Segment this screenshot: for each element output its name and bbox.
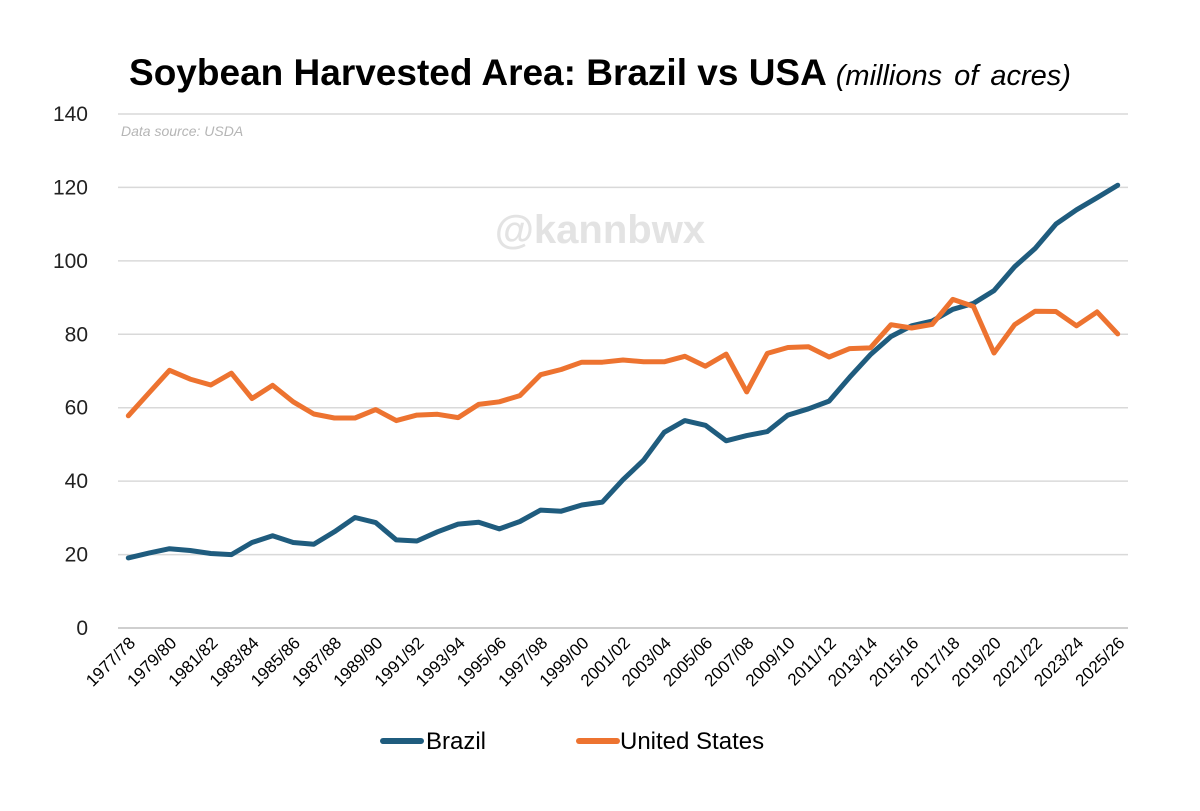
- series-line-brazil: [125, 182, 1121, 561]
- legend-label-united-states: United States: [620, 728, 764, 755]
- chart-title: Soybean Harvested Area: Brazil vs USA (m…: [0, 52, 1200, 94]
- y-tick-label: 40: [65, 470, 88, 493]
- chart-title-units: (millions of acres): [835, 60, 1071, 92]
- y-tick-label: 80: [65, 323, 88, 346]
- watermark: @kannbwx: [495, 208, 705, 252]
- legend: Brazil United States: [380, 728, 764, 755]
- chart-title-main: Soybean Harvested Area: Brazil vs USA: [129, 52, 826, 93]
- y-tick-label: 0: [76, 617, 88, 640]
- series-line-united-states: [125, 296, 1121, 424]
- series-lines: [125, 182, 1121, 561]
- y-tick-label: 60: [65, 397, 88, 420]
- y-tick-label: 100: [53, 250, 88, 273]
- legend-label-brazil: Brazil: [426, 728, 486, 755]
- y-tick-label: 20: [65, 544, 88, 567]
- x-axis-ticks: 1977/781979/801981/821983/841985/861987/…: [82, 633, 1128, 690]
- y-axis-ticks: 0 20 40 60 80 100 120 140: [53, 103, 88, 640]
- y-tick-label: 140: [53, 103, 88, 126]
- source-note: Data source: USDA: [121, 123, 243, 139]
- y-tick-label: 120: [53, 176, 88, 199]
- grid-lines: [118, 113, 1128, 556]
